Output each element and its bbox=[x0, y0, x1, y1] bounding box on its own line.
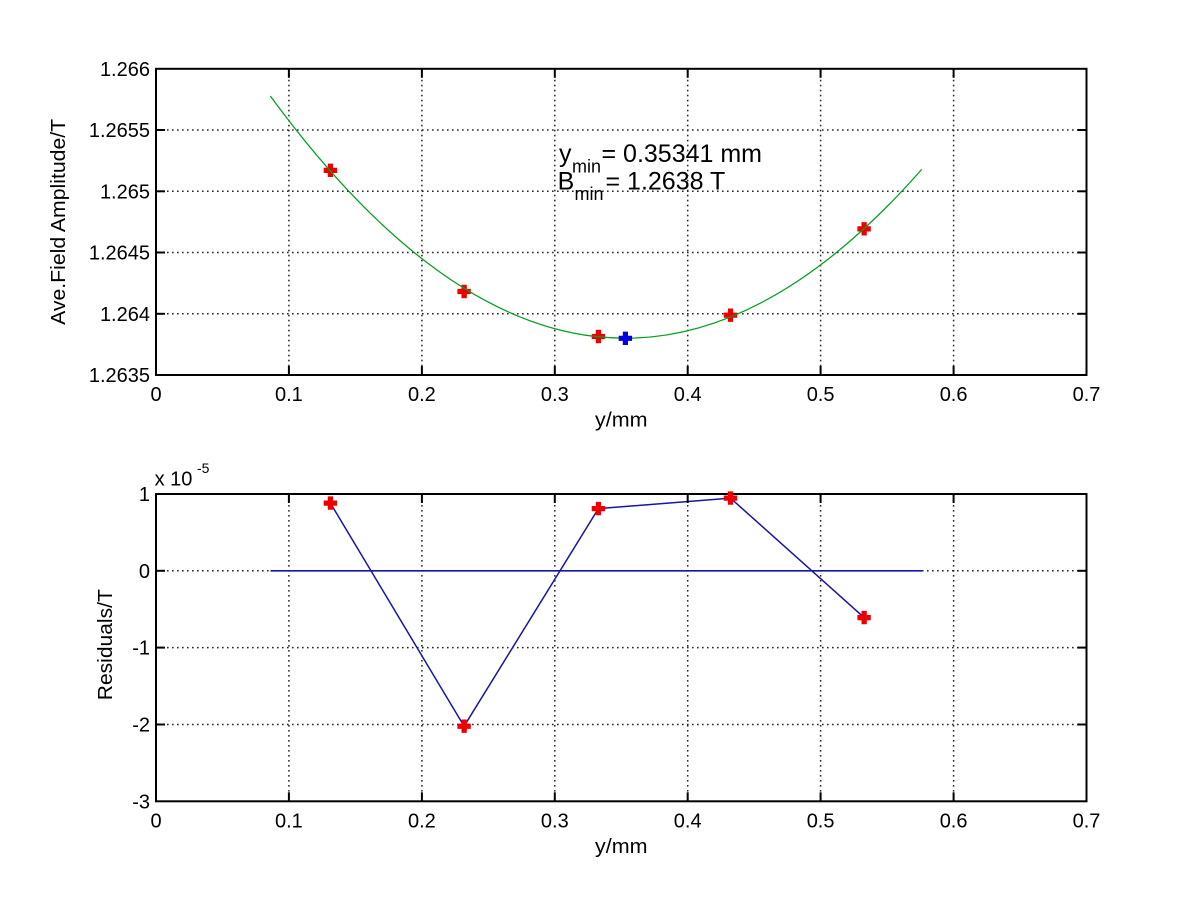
svg-text:B: B bbox=[558, 168, 575, 196]
svg-text:min: min bbox=[572, 157, 601, 177]
svg-text:0.7: 0.7 bbox=[1073, 810, 1101, 832]
svg-text:y: y bbox=[559, 140, 572, 168]
svg-text:= 0.35341 mm: = 0.35341 mm bbox=[602, 140, 763, 168]
svg-text:1: 1 bbox=[139, 484, 150, 506]
svg-text:1.2635: 1.2635 bbox=[89, 365, 150, 387]
svg-text:0.6: 0.6 bbox=[940, 384, 968, 406]
svg-text:0.3: 0.3 bbox=[541, 810, 569, 832]
svg-text:0.1: 0.1 bbox=[275, 810, 303, 832]
svg-text:1.2645: 1.2645 bbox=[89, 243, 150, 265]
svg-text:0.2: 0.2 bbox=[408, 384, 436, 406]
svg-text:y/mm: y/mm bbox=[595, 410, 648, 432]
svg-text:0.5: 0.5 bbox=[807, 810, 835, 832]
svg-text:1.2655: 1.2655 bbox=[89, 120, 150, 142]
svg-text:0.6: 0.6 bbox=[940, 810, 968, 832]
svg-text:1.266: 1.266 bbox=[100, 59, 150, 81]
svg-text:Residuals/T: Residuals/T bbox=[95, 589, 117, 700]
svg-text:0: 0 bbox=[150, 810, 161, 832]
svg-text:0.1: 0.1 bbox=[275, 384, 303, 406]
svg-text:1.265: 1.265 bbox=[100, 181, 150, 203]
svg-text:0.2: 0.2 bbox=[408, 810, 436, 832]
svg-text:0.4: 0.4 bbox=[674, 810, 702, 832]
svg-text:0: 0 bbox=[150, 384, 161, 406]
svg-text:0.4: 0.4 bbox=[674, 384, 702, 406]
svg-text:= 1.2638 T: = 1.2638 T bbox=[606, 168, 726, 196]
svg-text:-2: -2 bbox=[132, 715, 150, 737]
svg-text:0.3: 0.3 bbox=[541, 384, 569, 406]
svg-text:min: min bbox=[575, 184, 604, 204]
svg-text:1.264: 1.264 bbox=[100, 304, 150, 326]
svg-text:-5: -5 bbox=[197, 460, 210, 476]
svg-text:-3: -3 bbox=[132, 791, 150, 813]
svg-text:-1: -1 bbox=[132, 638, 150, 660]
svg-text:0.5: 0.5 bbox=[807, 384, 835, 406]
svg-text:x 10: x 10 bbox=[155, 468, 193, 490]
svg-text:Ave.Field Amplitude/T: Ave.Field Amplitude/T bbox=[48, 119, 70, 325]
svg-text:0: 0 bbox=[139, 561, 150, 583]
svg-text:y/mm: y/mm bbox=[595, 836, 648, 858]
svg-text:0.7: 0.7 bbox=[1073, 384, 1101, 406]
